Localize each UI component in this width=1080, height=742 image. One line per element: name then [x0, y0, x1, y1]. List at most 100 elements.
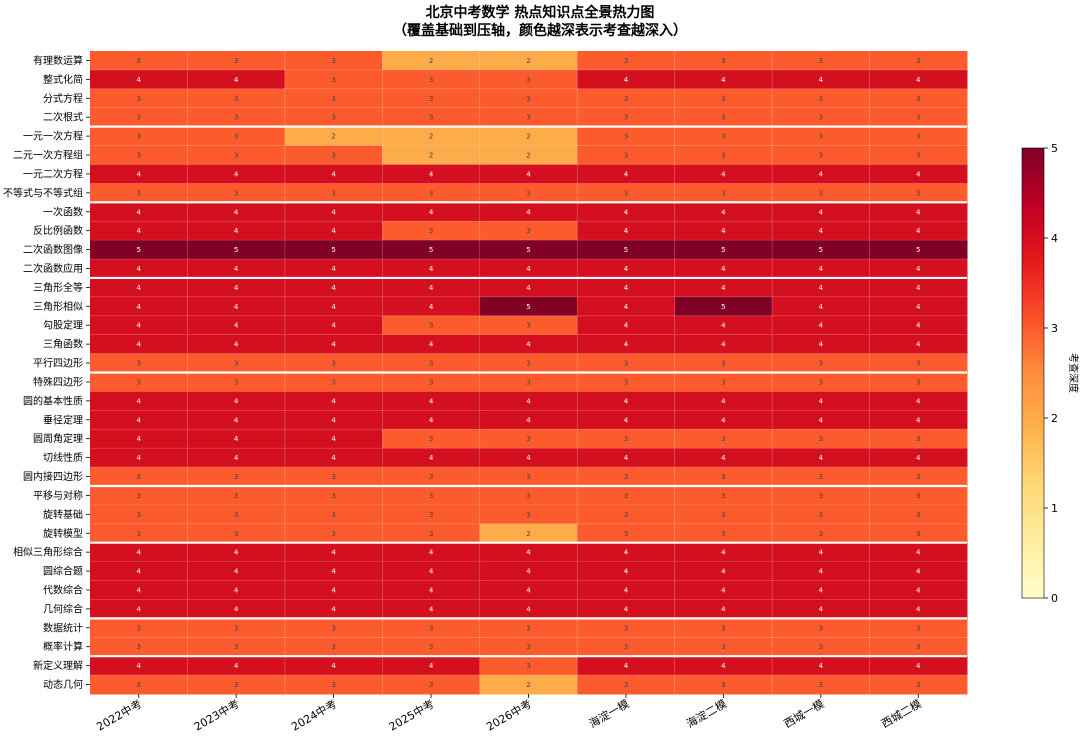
cell-value-label: 4: [526, 265, 531, 273]
heatmap-cell: [674, 561, 773, 582]
cell-value-label: 4: [331, 170, 336, 178]
row-label: 平行四边形: [33, 357, 83, 370]
heatmap-cell: [382, 485, 481, 506]
heatmap-cell: [187, 542, 286, 563]
cell-value-label: 3: [331, 643, 335, 651]
cell-value-label: 4: [624, 322, 629, 330]
cell-value-label: 3: [819, 152, 823, 160]
heatmap-cell: [90, 69, 188, 90]
heatmap-cell: [90, 88, 188, 109]
heatmap-cell: [479, 221, 578, 241]
cell-value-label: 4: [819, 76, 824, 84]
heatmap-cell: [674, 410, 773, 430]
cell-value-label: 4: [234, 76, 239, 84]
heatmap-cell: [674, 296, 773, 317]
cell-value-label: 4: [721, 416, 726, 424]
heatmap-cell: [90, 164, 188, 184]
heatmap-cell: [577, 164, 676, 184]
cell-value-label: 4: [624, 265, 629, 273]
cell-value-label: 3: [429, 530, 433, 538]
heatmap-cell: [674, 467, 773, 487]
cell-value-label: 4: [721, 265, 726, 273]
heatmap-cell: [772, 353, 871, 373]
heatmap-cell: [772, 145, 871, 165]
cell-value-label: 3: [136, 643, 140, 651]
heatmap-cell: [772, 410, 871, 430]
cell-value-label: 3: [234, 624, 238, 632]
cell-value-label: 4: [916, 284, 921, 292]
heatmap-cell: [674, 259, 773, 279]
cell-value-label: 4: [624, 227, 629, 235]
heatmap-cell: [674, 69, 773, 90]
colorbar-tick-label: 4: [1051, 232, 1058, 245]
heatmap-cell: [772, 202, 871, 222]
cell-value-label: 3: [624, 189, 628, 197]
row-label: 几何综合: [43, 602, 83, 615]
cell-value-label: 2: [429, 57, 433, 65]
cell-value-label: 4: [234, 549, 239, 557]
heatmap-cell: [869, 485, 968, 506]
heatmap-cell: [869, 145, 968, 165]
column-label: 2025中考: [387, 697, 437, 733]
heatmap-cell: [772, 391, 871, 411]
heatmap-cell: [187, 561, 286, 582]
cell-value-label: 4: [136, 549, 141, 557]
cell-value-label: 3: [136, 681, 140, 689]
heatmap-cell: [674, 334, 773, 355]
heatmap-cell: [90, 485, 188, 506]
heatmap-cell: [382, 221, 481, 241]
cell-value-label: 3: [136, 511, 140, 519]
cell-value-label: 4: [331, 322, 336, 330]
cell-value-label: 4: [331, 435, 336, 443]
row-label: 三角函数: [43, 338, 83, 351]
cell-value-label: 5: [526, 303, 530, 311]
heatmap-cell: [382, 410, 481, 430]
cell-value-label: 4: [331, 265, 336, 273]
row-label: 概率计算: [43, 640, 83, 653]
heatmap-cell: [284, 637, 383, 657]
cell-value-label: 3: [624, 57, 628, 65]
heatmap-cell: [284, 69, 383, 90]
cell-value-label: 3: [624, 530, 628, 538]
cell-value-label: 3: [234, 57, 238, 65]
cell-value-label: 4: [624, 76, 629, 84]
cell-value-label: 4: [624, 170, 629, 178]
cell-value-label: 4: [624, 284, 629, 292]
row-label: 圆综合题: [43, 565, 83, 578]
cell-value-label: 4: [429, 284, 434, 292]
cell-value-label: 4: [819, 549, 824, 557]
heatmap-cell: [674, 429, 773, 449]
cell-value-label: 4: [234, 227, 239, 235]
heatmap-cell: [674, 164, 773, 184]
heatmap-cell: [577, 240, 676, 260]
cell-value-label: 2: [526, 530, 530, 538]
heatmap-cell: [479, 599, 578, 619]
heatmap-cell: [869, 202, 968, 222]
heatmap-cell: [674, 145, 773, 165]
row-label: 二元一次方程组: [13, 149, 83, 162]
cell-value-label: 3: [624, 378, 628, 386]
heatmap-cell: [382, 107, 481, 128]
cell-value-label: 3: [136, 378, 140, 386]
column-labels: 2022中考 2023中考 2024中考 2025中考 2026中考 海淀一模 海淀二模 西城…: [94, 694, 924, 734]
cell-value-label: 4: [916, 416, 921, 424]
heatmap-cell: [382, 637, 481, 657]
heatmap-cell: [284, 391, 383, 411]
heatmap-cell: [187, 429, 286, 449]
heatmap-cell: [90, 221, 188, 241]
cell-value-label: 4: [819, 322, 824, 330]
cell-value-label: 3: [331, 114, 335, 122]
chart-subtitle: （覆盖基础到压轴，颜色越深表示考查越深入）: [393, 23, 687, 39]
heatmap-cell: [674, 240, 773, 260]
heatmap-cell: [284, 259, 383, 279]
heatmap-cell: [90, 353, 188, 373]
heatmap-cell: [382, 391, 481, 411]
heatmap-cell: [772, 448, 871, 468]
heatmap-cell: [187, 51, 286, 71]
heatmap-cell: [187, 164, 286, 184]
cell-value-label: 4: [234, 208, 239, 216]
cell-value-label: 3: [624, 643, 628, 651]
heatmap-cell: [90, 259, 188, 279]
cell-value-label: 3: [916, 189, 920, 197]
heatmap-cell: [772, 656, 871, 676]
